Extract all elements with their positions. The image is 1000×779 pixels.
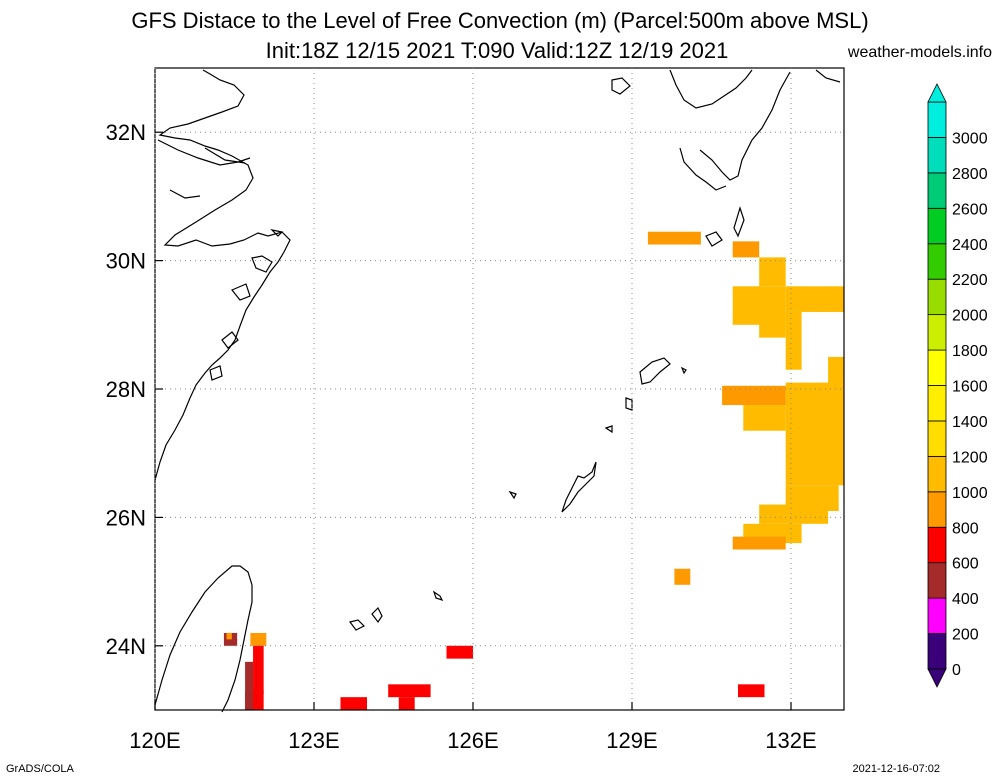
colorbar-label-4: 800 [952,520,979,537]
data-cell-1 [732,241,760,258]
island-miyako [348,590,444,631]
data-cell-22 [340,697,367,710]
colorbar-label-8: 1600 [952,379,988,396]
data-cell-23 [388,684,431,698]
colorbar-low-arrow [927,668,947,688]
data-cell-24 [398,697,415,710]
colorbar-label-6: 1200 [952,449,988,466]
colorbar-high-arrow [927,83,947,103]
colorbar-swatch-13 [927,172,947,209]
colorbar-label-10: 2000 [952,308,988,325]
colorbar-swatch-14 [927,137,947,174]
x-tick-label-3: 129E [606,728,657,753]
data-cell-14 [732,536,786,550]
data-cell-25 [446,645,473,659]
colorbar-swatch-10 [927,278,947,316]
colorbar-label-14: 2800 [952,166,988,183]
colorbar-swatch-5 [927,455,947,493]
colorbar-label-5: 1000 [952,485,988,502]
colorbar-label-12: 2400 [952,237,988,254]
colorbar-label-1: 200 [952,627,979,644]
colorbar-label-15: 3000 [952,130,988,147]
data-cell-19 [253,645,264,694]
coastline-estuary [157,139,251,199]
data-cell-18 [250,632,267,646]
x-tick-label-2: 126E [447,728,498,753]
colorbar-label-13: 2600 [952,201,988,218]
data-cell-21 [245,661,254,710]
x-tick-label-0: 120E [129,728,180,753]
colorbar-swatch-12 [927,207,947,245]
y-tick-label-1: 26N [106,505,146,530]
footer-timestamp: 2021-12-16-07:02 [852,763,940,775]
coastline-taiwan [154,565,253,713]
data-cell-6 [785,311,802,370]
site-label: weather-models.info [847,44,992,61]
colorbar-swatch-1 [927,597,947,634]
coastlines [154,69,841,713]
island-okinawa [508,461,597,513]
data-cell-5 [759,311,786,338]
colorbar-label-3: 600 [952,556,979,573]
init-valid-text: Init:18Z 12/15 2021 T:090 Valid:12Z 12/1… [265,38,729,63]
data-cell-15 [674,568,691,585]
data-cell-26 [738,684,765,698]
data-cell-10 [743,405,786,431]
colorbar-label-7: 1400 [952,414,988,431]
y-tick-label-4: 32N [106,120,146,145]
colorbar-swatch-2 [927,562,947,599]
data-cell-17 [226,632,232,640]
colorbar: 0 200 400 600 800 1000 1200 1400 1600 1800 2000 220… [927,83,988,688]
data-cell-2 [759,257,786,287]
island-amami [639,357,687,385]
data-cells [223,231,844,710]
data-cell-0 [647,231,701,245]
data-cell-8 [785,382,844,486]
data-cell-12 [759,504,829,524]
colorbar-label-11: 2200 [952,272,988,289]
colorbar-swatch-6 [927,420,947,457]
y-tick-label-0: 24N [106,634,146,659]
colorbar-swatch-0 [927,633,947,670]
colorbar-label-9: 1800 [952,343,988,360]
chart-title: GFS Distace to the Level of Free Convect… [131,8,869,33]
coastline-kagoshima [705,206,745,247]
x-axis-ticks: 120E 123E 126E 129E 132E [129,702,817,753]
y-axis-ticks: 24N 26N 28N 30N 32N [106,120,163,659]
colorbar-swatch-4 [927,491,947,528]
coastline-china [154,69,291,481]
colorbar-swatch-3 [927,526,947,564]
chart-subtitle: Init:18Z 12/15 2021 T:090 Valid:12Z 12/1… [0,38,1000,64]
island-misc-east [209,229,284,381]
x-tick-label-4: 132E [765,728,816,753]
island-tokunoshima [604,397,633,434]
x-tick-label-1: 123E [288,728,339,753]
colorbar-label-2: 400 [952,591,979,608]
colorbar-label-0: 0 [952,662,961,679]
colorbar-swatch-7 [927,385,947,422]
data-cell-4 [785,286,844,312]
footer-software: GrADS/COLA [6,763,74,775]
coastline-kyushu [611,69,841,191]
gridlines [154,68,844,710]
colorbar-swatch-9 [927,314,947,351]
data-cell-7 [828,356,844,386]
colorbar-swatch-8 [927,349,947,386]
y-tick-label-2: 28N [106,377,146,402]
y-tick-label-3: 30N [106,249,146,274]
colorbar-swatch-15 [927,101,947,138]
colorbar-swatch-11 [927,243,947,280]
data-cell-9 [722,385,786,406]
